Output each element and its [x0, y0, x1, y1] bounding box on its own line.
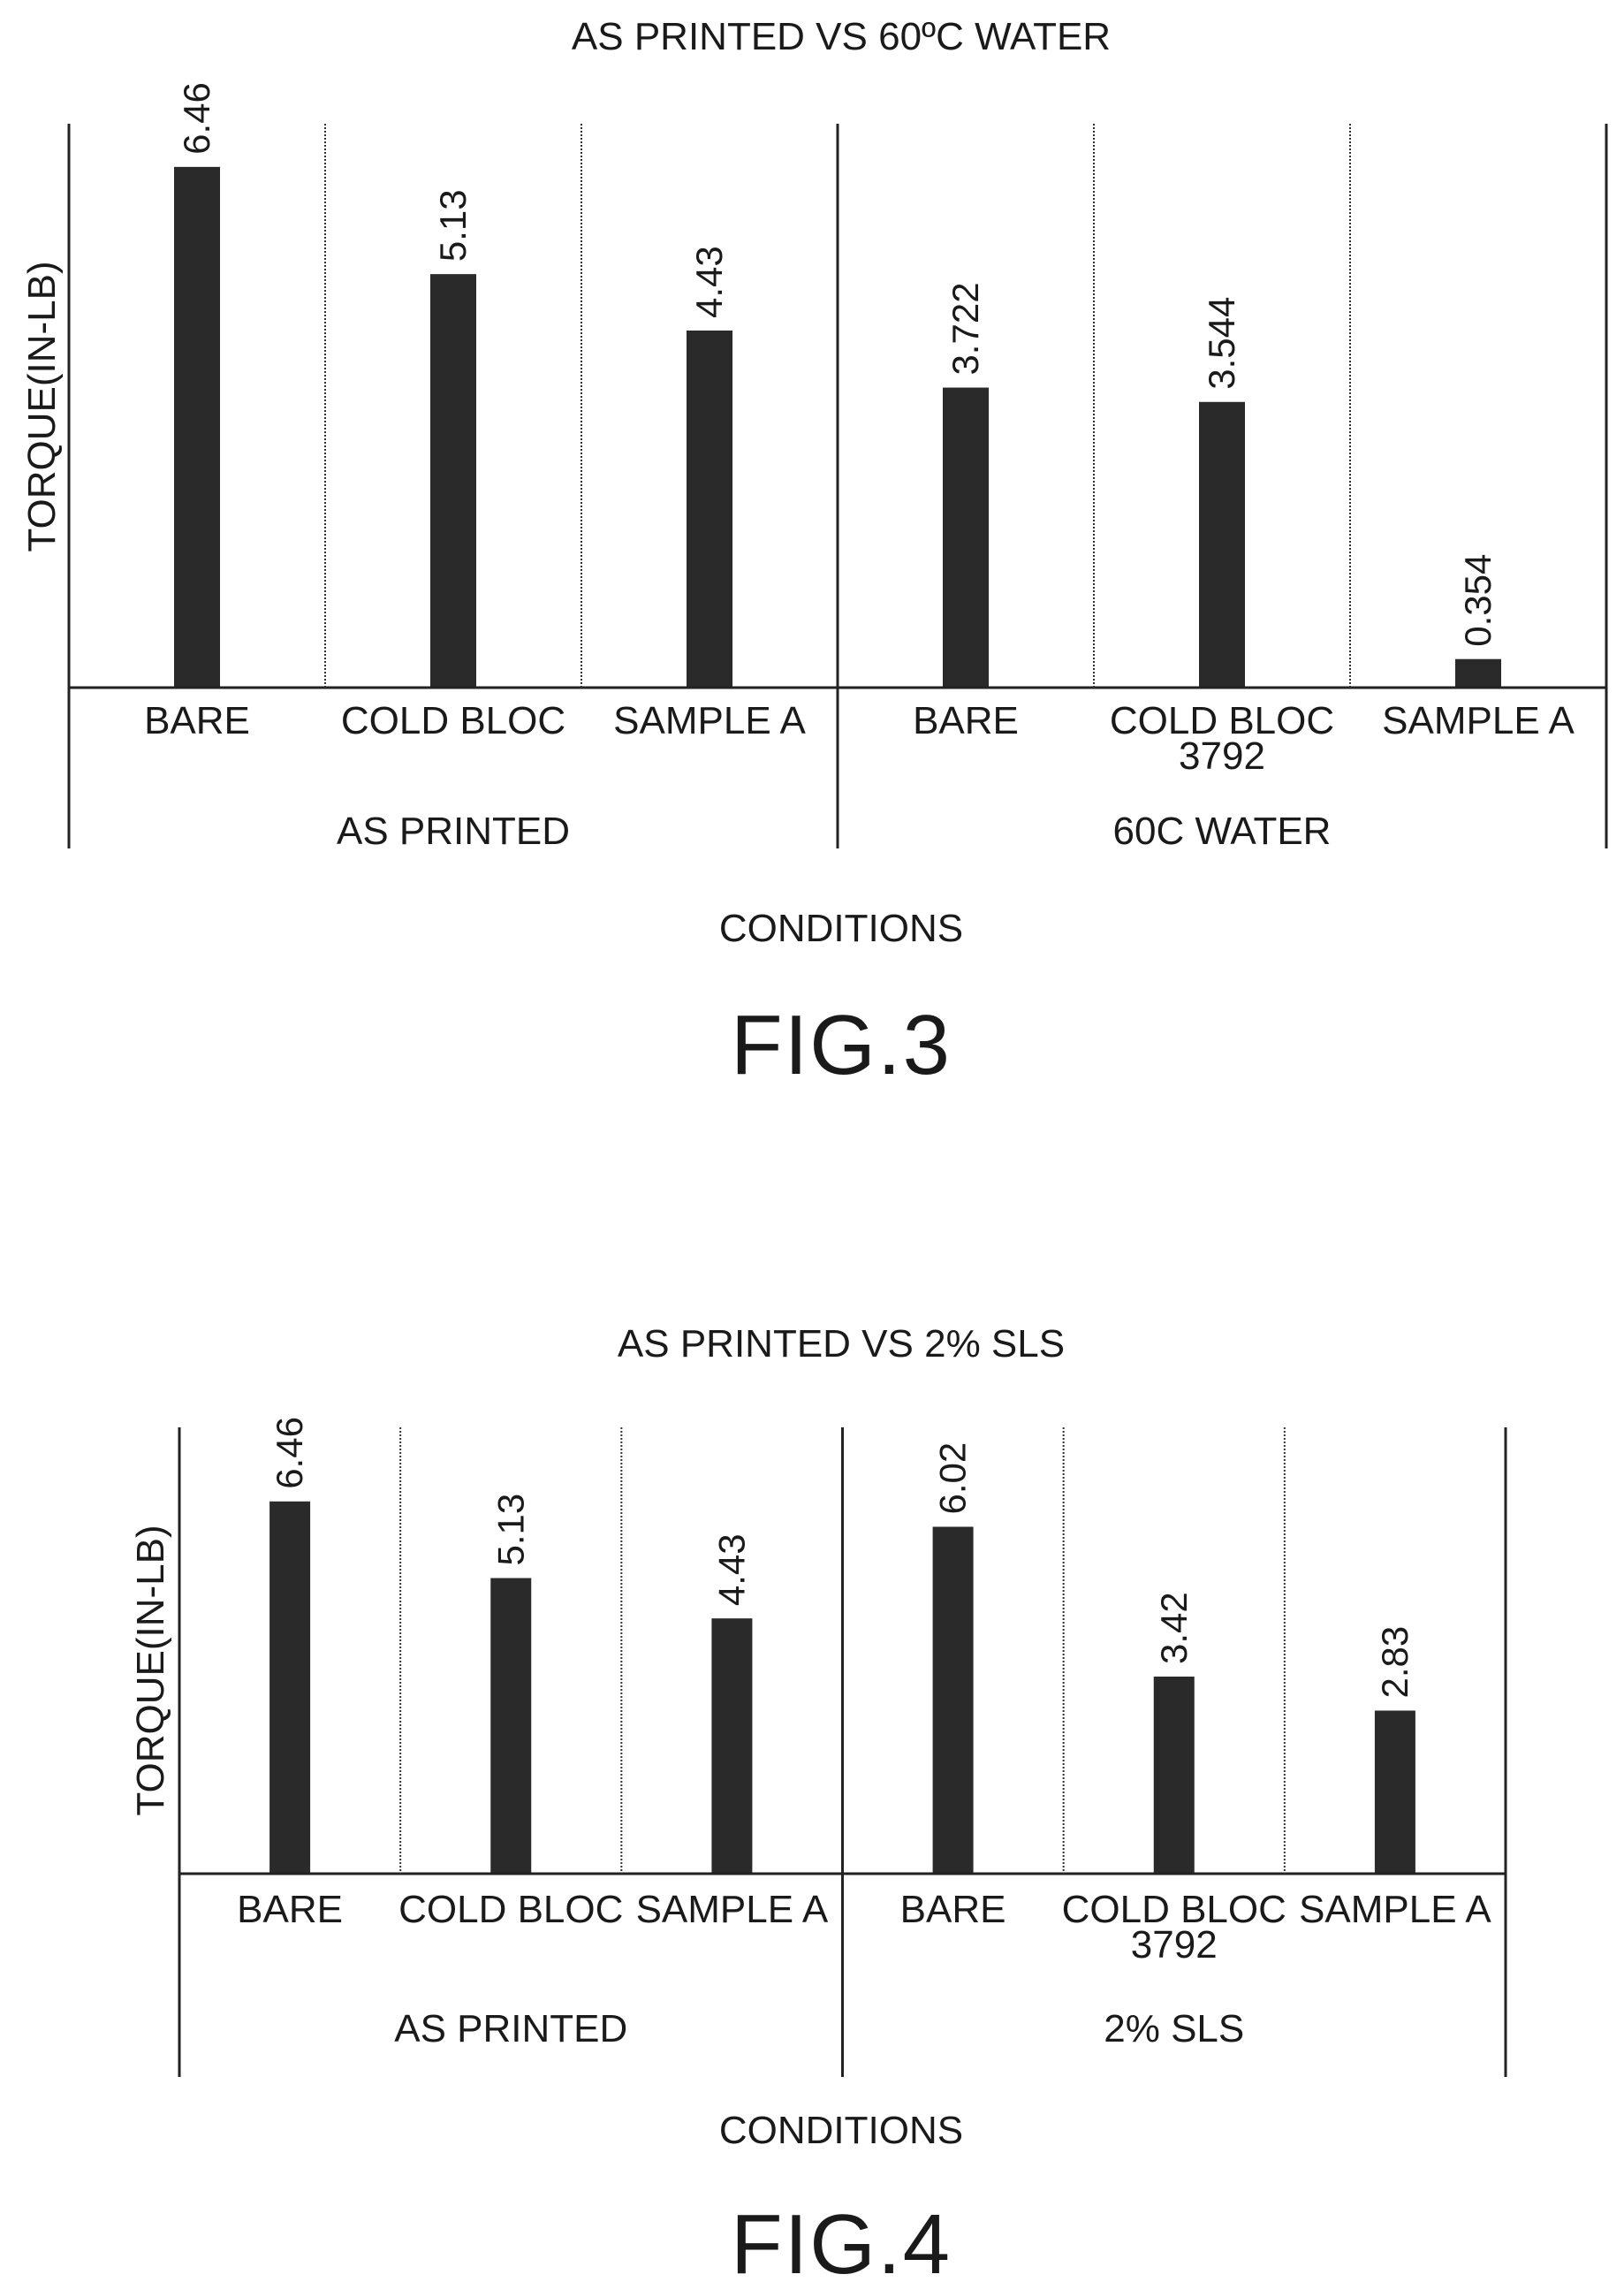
figure-label: FIG.3	[731, 998, 952, 1092]
chart-title: AS PRINTED VS 60ºC WATER	[572, 15, 1111, 58]
x-tick-label: BARE	[237, 1888, 343, 1931]
data-label: 3.722	[945, 282, 986, 375]
x-axis-label: CONDITIONS	[719, 2109, 963, 2152]
x-tick-label: SAMPLE A	[1299, 1888, 1491, 1931]
fig4-chart: AS PRINTED VS 2% SLS TORQUE(IN-LB) 6.46 5…	[129, 1322, 1507, 2282]
x-tick-label: COLD BLOC 3792	[1110, 699, 1334, 778]
bar	[269, 1501, 311, 1874]
x-tick-label: BARE	[900, 1888, 1006, 1931]
bar	[490, 1578, 532, 1874]
data-label: 5.13	[432, 189, 474, 262]
data-label: 3.544	[1201, 297, 1242, 390]
bar	[174, 166, 220, 688]
x-tick-label: SAMPLE A	[636, 1888, 829, 1931]
group-label: 2% SLS	[1104, 2007, 1244, 2050]
data-label: 4.43	[688, 246, 730, 318]
bar	[430, 274, 476, 688]
bar	[932, 1526, 974, 1874]
data-label: 6.02	[932, 1442, 974, 1515]
x-tick-label: BARE	[144, 699, 250, 742]
bar	[943, 387, 989, 688]
bar	[1199, 401, 1245, 688]
x-tick-label: COLD BLOC	[341, 699, 565, 742]
data-label: 0.354	[1457, 554, 1499, 647]
x-tick-label: COLD BLOC	[398, 1888, 623, 1931]
chart-frame: AS PRINTED BARE COLD BLOC SAMPLE A 60C WATER…	[67, 124, 1608, 853]
x-tick-label: SAMPLE A	[613, 699, 806, 742]
data-label: 6.46	[176, 82, 217, 155]
bar	[1374, 1710, 1415, 1874]
bars-layer: 6.46 5.13 4.43 3.722 3.544 0.354	[174, 82, 1501, 688]
bar	[687, 330, 732, 688]
x-tick-label: SAMPLE A	[1382, 699, 1575, 742]
data-label: 6.46	[269, 1417, 310, 1489]
y-axis-label: TORQUE(IN-LB)	[20, 261, 64, 551]
chart-title: AS PRINTED VS 2% SLS	[618, 1322, 1065, 1365]
x-tick-label: COLD BLOC 3792	[1062, 1888, 1286, 1966]
data-label: 5.13	[489, 1494, 531, 1566]
data-label: 2.83	[1374, 1626, 1415, 1699]
x-tick-label: BARE	[913, 699, 1019, 742]
x-axis-label: CONDITIONS	[719, 907, 963, 950]
chart-frame: AS PRINTED BARE COLD BLOC SAMPLE A 2% SLS BAR…	[178, 1427, 1507, 2077]
data-label: 4.43	[710, 1533, 752, 1606]
bar	[1455, 658, 1501, 688]
bars-layer: 6.46 5.13 4.43 6.02 3.42 2.83	[269, 1417, 1415, 1874]
group-label: 60C WATER	[1113, 810, 1332, 853]
y-axis-label: TORQUE(IN-LB)	[129, 1525, 172, 1815]
data-label: 3.42	[1153, 1592, 1195, 1664]
group-label: AS PRINTED	[394, 2007, 627, 2050]
bar	[711, 1618, 753, 1874]
fig3-chart: AS PRINTED VS 60ºC WATER TORQUE(IN-LB) 6…	[20, 15, 1608, 1092]
bar	[1153, 1677, 1195, 1874]
figure-label: FIG.4	[731, 2197, 952, 2282]
group-label: AS PRINTED	[337, 810, 570, 853]
